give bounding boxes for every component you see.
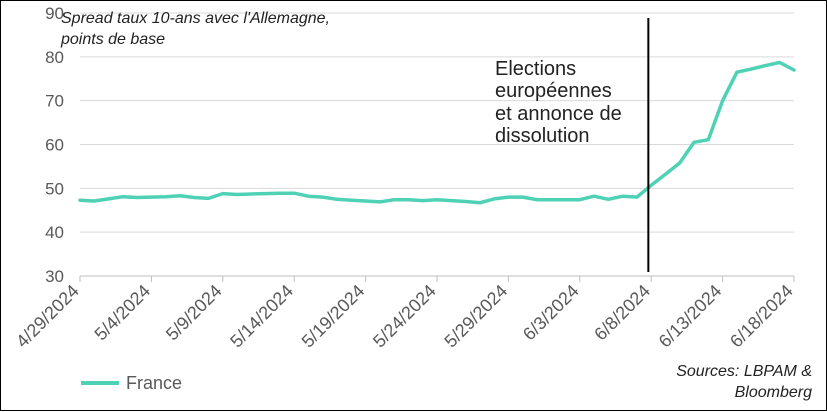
x-tick-label-10: 6/18/2024 bbox=[726, 281, 797, 352]
x-tick-label-5: 5/24/2024 bbox=[369, 281, 440, 352]
series-lines bbox=[78, 60, 796, 205]
source-line-2: Bloomberg bbox=[735, 384, 812, 401]
x-tick-label-8: 6/8/2024 bbox=[590, 281, 654, 345]
x-tick-label-0: 4/29/2024 bbox=[12, 281, 83, 352]
x-tick-label-9: 6/13/2024 bbox=[655, 281, 726, 352]
y-tick-label-80: 80 bbox=[45, 48, 64, 67]
y-tick-label-30: 30 bbox=[45, 267, 64, 286]
x-tick-label-3: 5/14/2024 bbox=[226, 281, 297, 352]
y-axis-ticks: 30 40 50 60 70 80 90 bbox=[45, 4, 64, 286]
gridlines bbox=[80, 12, 794, 233]
chart-subtitle-line-1: Spread taux 10-ans avec l'Allemagne, bbox=[61, 10, 330, 27]
x-tick-label-7: 6/3/2024 bbox=[519, 281, 583, 345]
x-tick-label-4: 5/19/2024 bbox=[298, 281, 369, 352]
annotation-line-1: Elections bbox=[495, 58, 576, 80]
series-line-france bbox=[78, 60, 796, 205]
annotation-line-3: et annonce de bbox=[495, 103, 622, 125]
annotation-line-2: européennes bbox=[495, 80, 612, 102]
legend: France bbox=[81, 373, 182, 393]
x-tick-label-1: 5/4/2024 bbox=[91, 281, 155, 345]
chart-subtitle-line-2: points de base bbox=[60, 31, 165, 48]
x-tick-label-2: 5/9/2024 bbox=[162, 281, 226, 345]
x-axis-ticks: 4/29/2024 5/4/2024 5/9/2024 5/14/2024 5/19/2… bbox=[12, 276, 797, 351]
y-tick-label-60: 60 bbox=[45, 136, 64, 155]
y-tick-label-70: 70 bbox=[45, 92, 64, 111]
legend-label-france: France bbox=[126, 373, 182, 393]
x-tick-label-6: 5/29/2024 bbox=[440, 281, 511, 352]
annotation-line-4: dissolution bbox=[495, 125, 590, 147]
y-tick-label-90: 90 bbox=[45, 4, 64, 23]
source-line-1: Sources: LBPAM & bbox=[676, 363, 812, 380]
y-tick-label-50: 50 bbox=[45, 179, 64, 198]
y-tick-label-40: 40 bbox=[45, 223, 64, 242]
